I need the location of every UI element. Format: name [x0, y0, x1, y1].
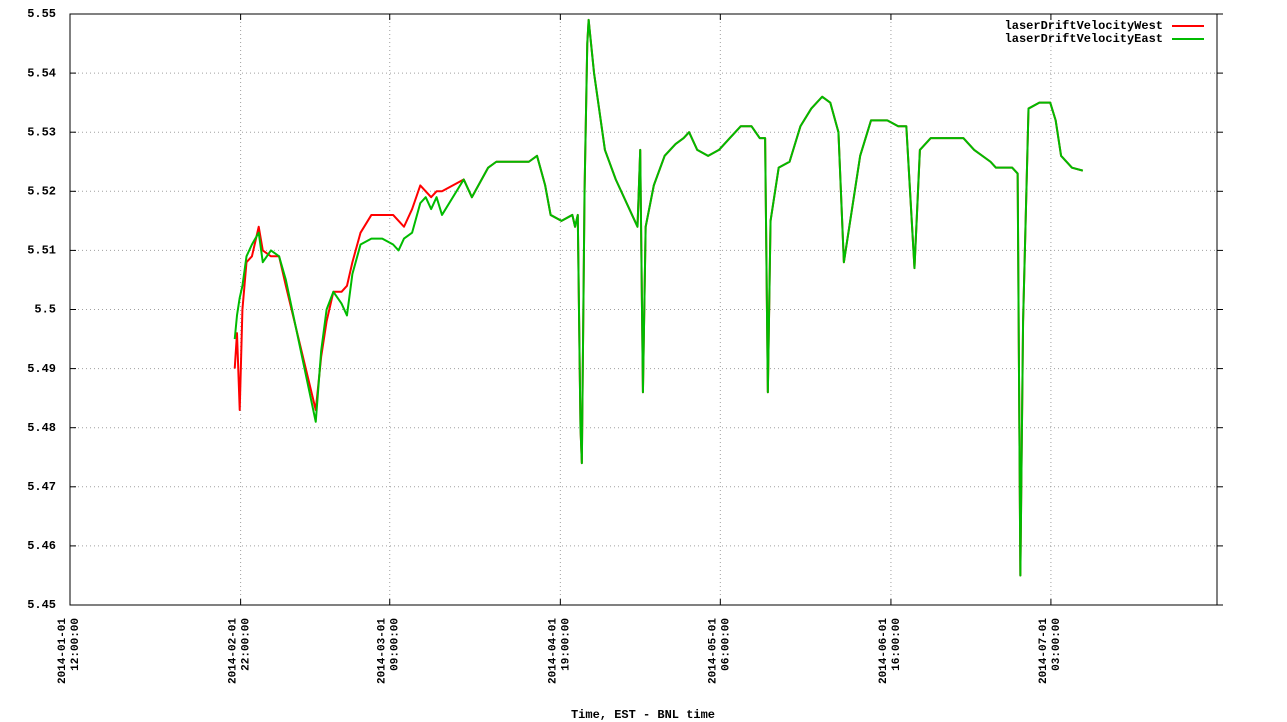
- legend-label: laserDriftVelocityWest: [1005, 19, 1163, 33]
- y-tick-label: 5.46: [27, 539, 56, 553]
- y-tick-label: 5.5: [34, 303, 56, 317]
- y-tick-label: 5.51: [27, 244, 56, 258]
- y-tick-label: 5.45: [27, 598, 56, 612]
- x-tick-label: 2014-06-01 16:00:00: [877, 618, 903, 685]
- y-tick-label: 5.52: [27, 184, 56, 198]
- y-tick-label: 5.53: [27, 125, 56, 139]
- plot-border: [69, 13, 1218, 606]
- y-tick-label: 5.54: [27, 66, 56, 80]
- x-tick-label: 2014-07-01 03:00:00: [1037, 618, 1063, 685]
- y-tick-label: 5.49: [27, 362, 56, 376]
- x-tick-label: 2014-02-01 22:00:00: [227, 618, 253, 685]
- series-line: [233, 18, 1084, 577]
- x-tick-label: 2014-05-01 06:00:00: [707, 618, 733, 685]
- legend-label: laserDriftVelocityEast: [1005, 32, 1163, 46]
- y-tick-label: 5.55: [27, 7, 56, 21]
- x-axis-label: Time, EST - BNL time: [571, 708, 715, 722]
- x-tick-label: 2014-03-01 09:00:00: [376, 618, 402, 685]
- y-tick-label: 5.48: [27, 421, 56, 435]
- y-tick-label: 5.47: [27, 480, 56, 494]
- x-tick-label: 2014-01-01 12:00:00: [57, 618, 82, 685]
- x-tick-label: 2014-04-01 19:00:00: [547, 618, 573, 685]
- series-line: [233, 18, 1084, 577]
